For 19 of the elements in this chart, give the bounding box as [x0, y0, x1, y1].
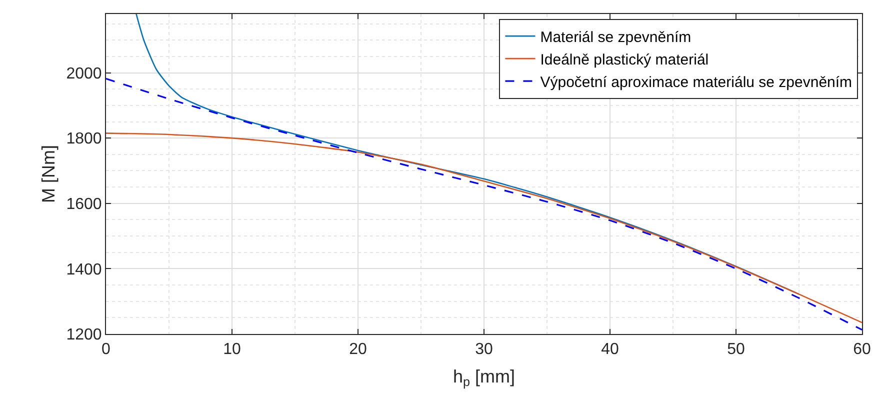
- legend-label: Ideálně plastický materiál: [540, 51, 709, 68]
- x-tick-label: 0: [102, 341, 111, 358]
- line-series: [106, 132, 862, 324]
- x-tick-label: 60: [853, 341, 871, 358]
- y-tick-label: 1800: [66, 130, 102, 148]
- y-tick-label: 1400: [66, 261, 102, 278]
- line-series: [106, 78, 862, 331]
- x-tick-label: 20: [349, 341, 367, 358]
- x-tick-label: 40: [601, 341, 619, 358]
- x-tick-label: 50: [727, 341, 745, 358]
- x-tick-label: 10: [223, 341, 241, 358]
- legend-label: Materiál se zpevněním: [540, 28, 692, 46]
- y-tick-label: 1600: [66, 196, 102, 213]
- legend-label: Výpočetní aproximace materiálu se zpevněním: [540, 74, 852, 91]
- x-tick-label: 30: [475, 341, 493, 358]
- y-axis-title: M [Nm]: [38, 145, 58, 203]
- y-tick-label: 1200: [66, 326, 102, 344]
- x-axis-title: h$_{p}$ [mm]: [452, 366, 516, 390]
- y-tick-label: 2000: [66, 65, 102, 82]
